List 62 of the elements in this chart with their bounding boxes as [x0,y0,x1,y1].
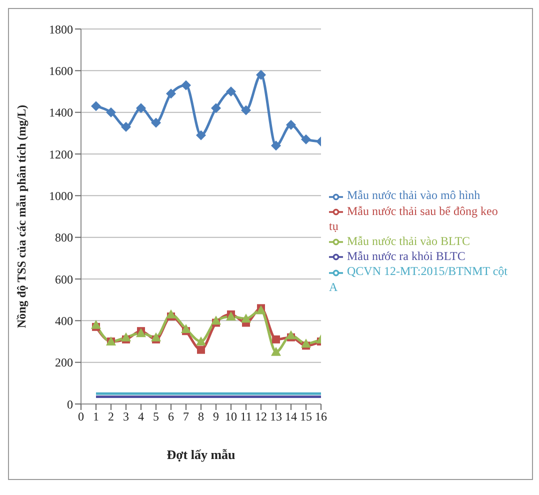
point [256,70,266,80]
point [151,332,161,342]
legend-label: Mẫu nước thải sau bể đông keo tụ [329,204,498,233]
legend-label: Mẫu nước thải vào BLTC [347,234,470,248]
x-tick-label: 11 [240,410,252,424]
point [272,335,280,344]
x-tick-label: 9 [213,410,219,424]
x-tick-label: 14 [285,410,297,424]
point [181,324,191,333]
point [181,80,191,90]
x-tick-label: 15 [300,410,312,424]
x-tick-label: 6 [168,410,174,424]
point [211,103,221,114]
x-tick-label: 8 [198,410,204,424]
point [121,332,131,342]
point [121,122,131,132]
point [211,316,221,325]
y-tick-label: 800 [55,230,73,245]
point [286,120,296,130]
point [271,140,281,151]
x-tick-label: 7 [183,410,189,424]
point [226,86,236,96]
point [271,346,281,356]
y-tick-label: 1800 [49,22,73,36]
y-tick-label: 200 [55,356,73,370]
point [196,336,206,346]
y-tick-label: 600 [55,272,73,286]
y-tick-label: 1600 [49,64,73,78]
x-tick-label: 0 [78,410,84,424]
point [286,330,296,340]
legend-label: Mẫu nước thải vào mô hình [347,188,480,202]
y-tick-label: 1400 [49,106,73,120]
point [241,105,251,116]
x-tick-label: 13 [270,410,282,424]
x-tick-label: 2 [108,410,114,424]
y-tick-label: 1200 [49,147,73,162]
point [196,130,206,140]
x-tick-label: 10 [225,410,237,424]
point [301,134,311,144]
x-tick-label: 3 [123,410,129,424]
point [91,101,101,112]
point [301,338,311,348]
y-axis-title: Nồng độ TSS của các mẫu phân tích (mg/L) [14,104,28,328]
point [136,103,146,114]
x-tick-label: 5 [153,410,159,424]
point [166,88,176,99]
x-tick-label: 4 [138,410,144,424]
x-tick-label: 16 [315,410,327,424]
x-axis-title: Đợt lấy mẫu [166,447,236,462]
point [151,118,161,128]
point [91,320,101,329]
point [197,346,205,354]
x-tick-label: 12 [255,410,267,424]
legend-label: Mẫu nước ra khỏi BLTC [347,249,466,264]
point [166,309,176,318]
point [106,107,116,118]
y-tick-label: 1000 [49,188,73,203]
x-tick-label: 1 [93,410,99,424]
legend-label: QCVN 12-MT:2015/BTNMT cột A [329,264,508,294]
y-tick-label: 0 [67,397,73,412]
point [241,314,251,323]
y-tick-label: 400 [55,314,73,328]
